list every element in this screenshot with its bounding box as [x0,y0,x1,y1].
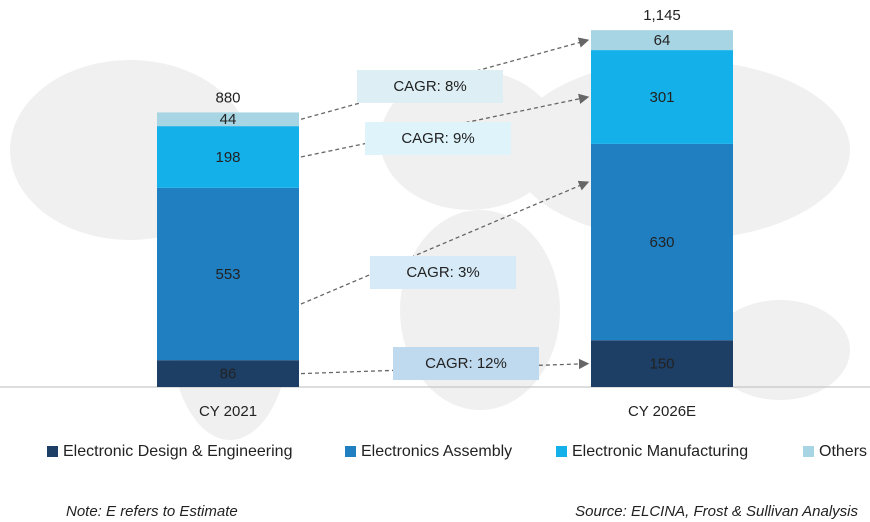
bar-segment [157,112,299,127]
value-label: 86 [220,366,237,383]
bar-segment [157,360,299,387]
source: Source: ELCINA, Frost & Sullivan Analysi… [575,503,858,520]
cagr-label: CAGR: 3% [406,264,479,281]
cagr-box [370,256,516,289]
cagr-label: CAGR: 9% [401,130,474,147]
legend-swatch [47,446,58,457]
value-label: 630 [649,234,674,251]
legend-swatch [345,446,356,457]
cagr-label: CAGR: 12% [425,355,507,372]
bar-segment [157,187,299,361]
legend-swatch [803,446,814,457]
cagr-label: CAGR: 8% [393,78,466,95]
legend-label: Electronics Assembly [361,443,512,460]
x-tick-label: CY 2026E [628,403,696,420]
bar-segment [591,340,733,387]
value-label: 44 [220,111,237,128]
cagr-box [393,347,539,380]
bar-segment [591,50,733,144]
bar-segment [157,126,299,188]
total-label: 1,145 [643,7,681,24]
value-label: 553 [215,266,240,283]
cagr-box [357,70,503,103]
legend-label: Others [819,443,867,460]
value-label: 64 [654,32,671,49]
cagr-box [365,122,511,155]
bar-segment [591,30,733,51]
bar-segment [591,143,733,341]
legend-swatch [556,446,567,457]
cagr-arrow [300,180,590,305]
total-label: 880 [215,90,240,107]
value-label: 301 [649,89,674,106]
note: Note: E refers to Estimate [66,503,238,520]
value-label: 198 [215,149,240,166]
x-tick-label: CY 2021 [199,403,257,420]
value-label: 150 [649,356,674,373]
legend-label: Electronic Design & Engineering [63,443,292,460]
legend-label: Electronic Manufacturing [572,443,748,460]
